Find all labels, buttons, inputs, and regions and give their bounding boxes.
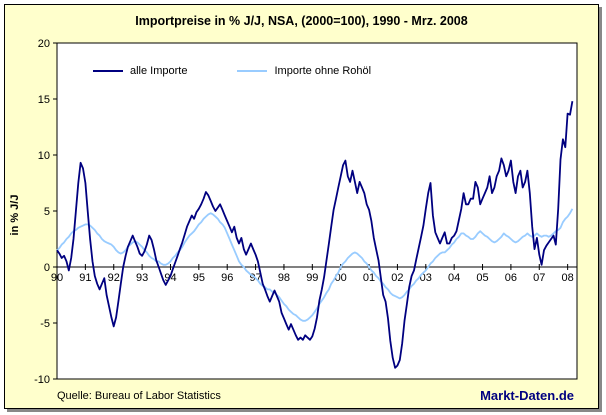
y-tick-label: -5 xyxy=(40,318,50,330)
y-tick-label: 20 xyxy=(38,38,50,50)
legend-item-importe-ohne-rohoel: Importe ohne Rohöl xyxy=(237,65,371,77)
x-tick-label: 96 xyxy=(221,272,233,284)
alle-importe-line-swatch xyxy=(93,70,123,72)
watermark: Markt-Daten.de xyxy=(480,388,574,403)
y-tick-label: -10 xyxy=(34,374,50,386)
series-line-importe-ohne-rohoel xyxy=(56,208,574,322)
x-tick-label: 91 xyxy=(79,272,91,284)
y-axis-label: in % J/J xyxy=(9,195,21,236)
x-tick-label: 02 xyxy=(391,272,403,284)
chart-frame: Importpreise in % J/J, NSA, (2000=100), … xyxy=(4,4,599,409)
x-tick-label: 04 xyxy=(448,272,460,284)
x-tick-label: 00 xyxy=(335,272,347,284)
x-tick-label: 92 xyxy=(108,272,120,284)
y-tick-label: 10 xyxy=(38,150,50,162)
importe-ohne-rohoel-line-swatch xyxy=(237,70,268,72)
x-tick-label: 06 xyxy=(505,272,517,284)
legend: alle Importe Importe ohne Rohöl xyxy=(93,65,371,77)
x-tick-label: 90 xyxy=(51,272,63,284)
y-tick-label: 15 xyxy=(38,94,50,106)
plot-area xyxy=(56,42,578,380)
x-tick-label: 08 xyxy=(562,272,574,284)
x-tick-label: 01 xyxy=(363,272,375,284)
chart-title: Importpreise in % J/J, NSA, (2000=100), … xyxy=(135,14,468,28)
x-tick-label: 07 xyxy=(533,272,545,284)
x-tick-label: 98 xyxy=(278,272,290,284)
legend-item-alle-importe: alle Importe xyxy=(93,65,187,77)
x-tick-label: 95 xyxy=(193,272,205,284)
y-tick-label: 5 xyxy=(44,206,50,218)
x-tick-label: 03 xyxy=(420,272,432,284)
legend-label-importe-ohne-rohoel: Importe ohne Rohöl xyxy=(274,65,372,77)
x-tick-label: 99 xyxy=(306,272,318,284)
source-note: Quelle: Bureau of Labor Statistics xyxy=(57,390,221,402)
x-tick-label: 93 xyxy=(136,272,148,284)
series-line-alle-importe xyxy=(56,101,574,369)
y-tick-label: 0 xyxy=(44,262,50,274)
x-tick-label: 05 xyxy=(476,272,488,284)
legend-label-alle-importe: alle Importe xyxy=(130,65,188,77)
